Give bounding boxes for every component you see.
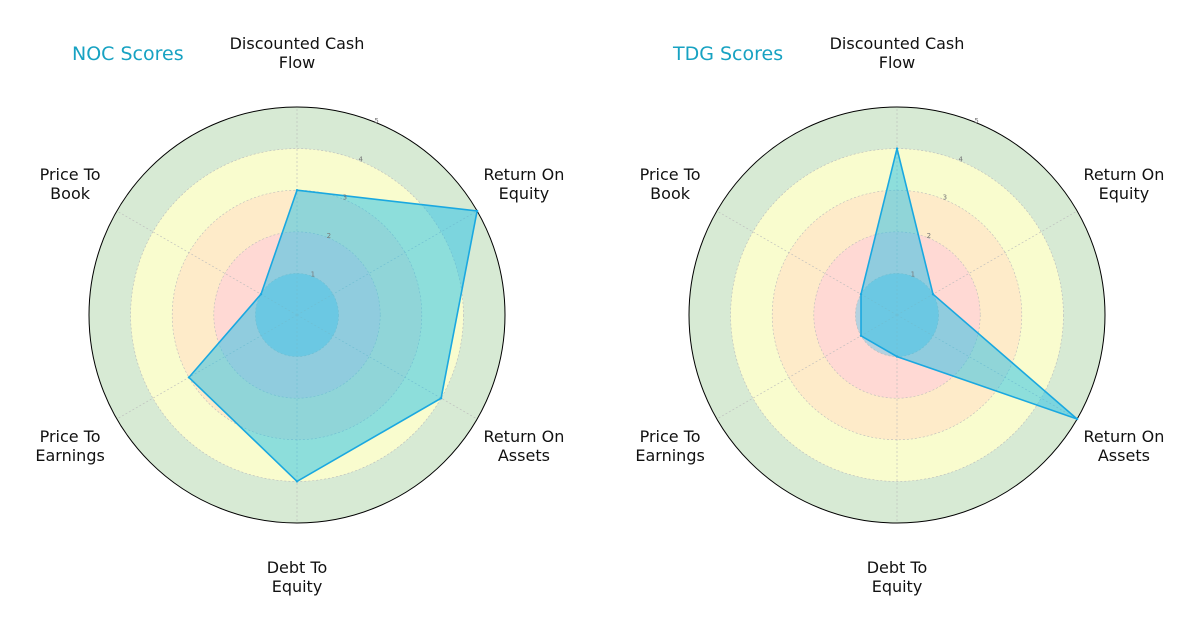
radial-tick-label: 3 (343, 194, 347, 202)
radar-outline (88, 106, 506, 524)
grid-circle (813, 231, 981, 399)
score-point (895, 355, 899, 358)
radial-tick-label: 4 (958, 155, 963, 163)
score-point (859, 334, 863, 337)
score-point (931, 293, 935, 296)
axis-label: Return On Equity (483, 165, 564, 203)
grid-circle (730, 148, 1064, 482)
radial-tick-label: 1 (911, 271, 915, 279)
axis-label: Price To Earnings (35, 427, 104, 465)
axis-label: Discounted Cash Flow (230, 34, 365, 72)
radial-tick-label: 4 (358, 155, 363, 163)
axis-spoke (116, 210, 298, 316)
axis-spoke (716, 314, 898, 420)
axis-label: Price To Earnings (635, 427, 704, 465)
axis-spoke (896, 210, 1078, 316)
grid-circle (771, 189, 1023, 441)
chart-title: TDG Scores (672, 43, 783, 65)
score-point (259, 293, 263, 296)
radial-tick-label: 5 (374, 117, 378, 125)
radial-tick-label: 3 (943, 194, 947, 202)
chart-title: NOC Scores (72, 43, 184, 65)
radar-chart-1: 1 2 3 4 5 Discounted Cash Flow Return On Equity R… (35, 34, 564, 596)
radar-chart-2: 1 2 3 4 5 Discounted Cash Flow Return On Equity R… (635, 34, 1164, 596)
score-point (295, 480, 299, 483)
radial-tick-label: 5 (974, 117, 978, 125)
score-point (895, 147, 899, 150)
radial-tick-label: 2 (927, 232, 931, 240)
axis-label: Return On Assets (1083, 427, 1164, 465)
axis-label: Debt To Equity (267, 558, 328, 596)
axis-label: Return On Assets (483, 427, 564, 465)
radial-tick-label: 1 (311, 271, 315, 279)
score-point (187, 376, 191, 379)
radar-outline (688, 106, 1106, 524)
axis-label: Return On Equity (1083, 165, 1164, 203)
axis-label: Debt To Equity (867, 558, 928, 596)
radial-tick-label: 2 (327, 232, 331, 240)
score-point (1075, 417, 1079, 421)
axis-spoke (716, 210, 898, 316)
score-point (475, 209, 479, 213)
axis-label: Discounted Cash Flow (830, 34, 965, 72)
axis-label: Price To Book (40, 165, 101, 203)
score-point (859, 293, 863, 296)
score-point (439, 397, 443, 400)
axis-label: Price To Book (640, 165, 701, 203)
score-point (295, 189, 299, 192)
